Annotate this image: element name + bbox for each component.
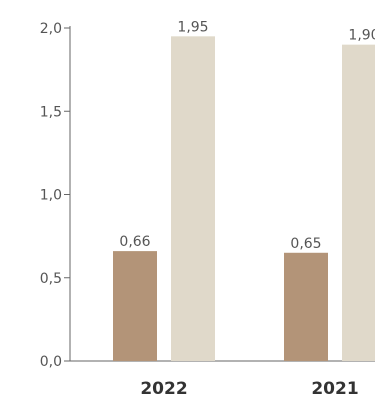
bar [171,36,215,361]
y-tick-label: 0,5 [40,271,62,287]
y-tick-label: 1,0 [40,188,62,204]
bar-value-label: 0,65 [290,236,321,252]
bar-value-label: 1,95 [177,19,208,35]
data-labels: 0,66 1,95 0,65 1,90 [119,19,375,251]
category-labels: 2022 2021 [140,379,358,399]
bar [342,44,375,362]
bar [284,252,328,361]
bar [113,251,157,361]
y-tick-label: 0,0 [40,354,62,370]
category-label: 2021 [311,379,358,399]
bar-value-label: 0,66 [119,234,150,250]
category-label: 2022 [140,379,187,399]
bar-value-label: 1,90 [348,28,375,44]
y-tick-label: 2,0 [40,21,62,37]
y-tick-label: 1,5 [40,104,62,120]
bars [113,36,375,362]
